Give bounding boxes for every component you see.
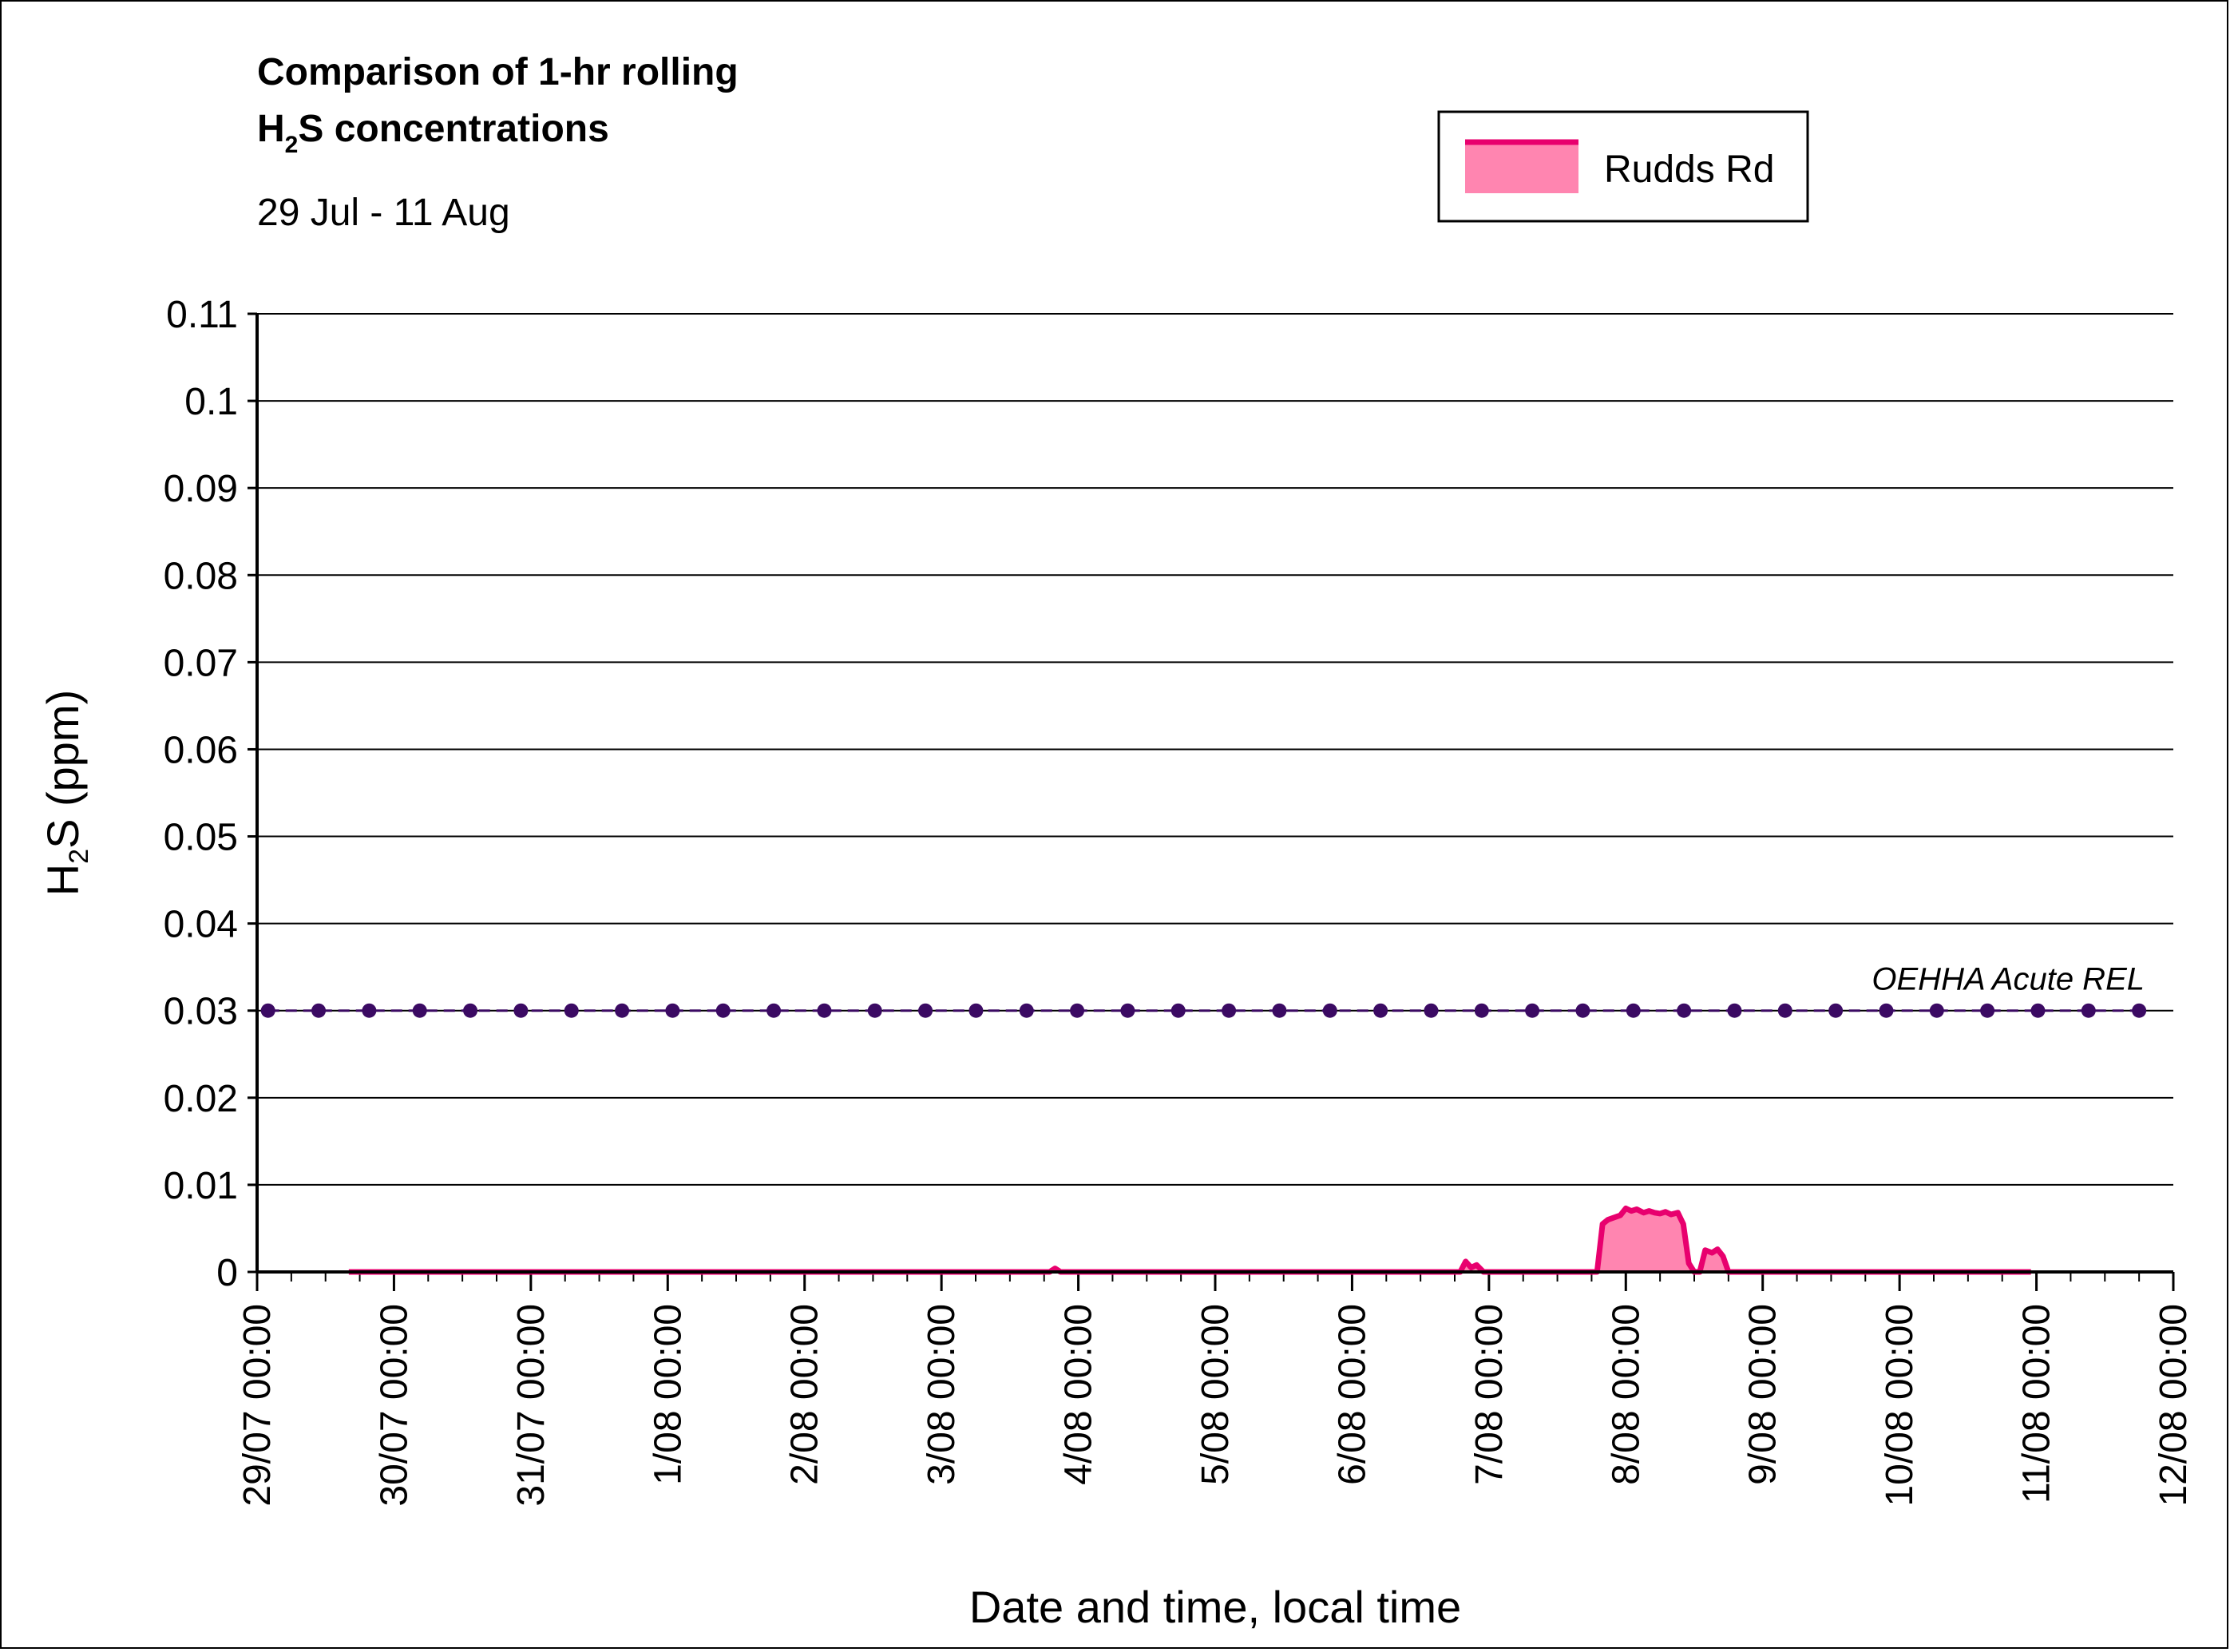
y-tick-label: 0.06: [164, 729, 238, 771]
reference-marker: [1778, 1004, 1792, 1018]
reference-marker: [311, 1004, 326, 1018]
x-tick-label: 3/08 00:00: [921, 1304, 963, 1485]
reference-marker: [1475, 1004, 1489, 1018]
reference-marker: [817, 1004, 831, 1018]
reference-marker: [1424, 1004, 1438, 1018]
chart-title-line2: H2S concentrations: [257, 108, 609, 158]
y-tick-label: 0.09: [164, 468, 238, 510]
reference-marker: [413, 1004, 427, 1018]
reference-line-label: OEHHA Acute REL: [1872, 962, 2145, 997]
x-tick-label: 9/08 00:00: [1742, 1304, 1784, 1485]
reference-marker: [1980, 1004, 1994, 1018]
reference-marker: [665, 1004, 679, 1018]
y-tick-label: 0.08: [164, 555, 238, 597]
x-tick-label: 7/08 00:00: [1468, 1304, 1511, 1485]
reference-marker: [2030, 1004, 2045, 1018]
y-tick-label: 0.07: [164, 642, 238, 684]
y-tick-label: 0.1: [184, 381, 238, 423]
x-tick-label: 5/08 00:00: [1194, 1304, 1237, 1485]
reference-marker: [1171, 1004, 1186, 1018]
reference-marker: [1575, 1004, 1590, 1018]
x-tick-labels: 29/07 00:00 30/07 00:00 31/07 00:00 1/08 00…: [236, 1304, 2195, 1507]
reference-marker: [1879, 1004, 1893, 1018]
reference-marker: [1373, 1004, 1388, 1018]
x-tick-label: 4/08 00:00: [1058, 1304, 1100, 1485]
y-tick-label: 0.01: [164, 1165, 238, 1207]
legend-swatch: [1465, 144, 1578, 193]
y-tick-label: 0.02: [164, 1078, 238, 1120]
reference-marker: [261, 1004, 275, 1018]
reference-marker: [868, 1004, 882, 1018]
reference-marker: [1120, 1004, 1135, 1018]
y-tick-label: 0.03: [164, 991, 238, 1033]
reference-marker: [766, 1004, 781, 1018]
series-area-fill-rudds-rd: [349, 1208, 2031, 1272]
y-tick-label: 0.05: [164, 817, 238, 859]
reference-marker: [1525, 1004, 1539, 1018]
x-ticks: [257, 1272, 2173, 1291]
y-tick-label: 0.11: [166, 294, 238, 336]
y-tick-labels: 0 0.01 0.02 0.03 0.04 0.05 0.06 0.07 0.08 0.09 0.1…: [164, 294, 238, 1294]
x-tick-label: 29/07 00:00: [236, 1304, 279, 1507]
chart-subtitle: 29 Jul - 11 Aug: [257, 192, 510, 234]
reference-marker: [1070, 1004, 1084, 1018]
reference-marker: [1323, 1004, 1337, 1018]
x-axis-label: Date and time, local time: [969, 1582, 1461, 1632]
chart-title-line1: Comparison of 1-hr rolling: [257, 51, 739, 93]
reference-marker: [2081, 1004, 2096, 1018]
reference-marker: [615, 1004, 629, 1018]
y-tick-label: 0: [216, 1252, 238, 1294]
x-tick-label: 8/08 00:00: [1605, 1304, 1647, 1485]
x-tick-label: 30/07 00:00: [373, 1304, 415, 1507]
x-tick-label: 12/08 00:00: [2153, 1304, 2195, 1507]
legend-label-rudds-rd: Rudds Rd: [1604, 149, 1774, 191]
reference-marker: [716, 1004, 731, 1018]
x-tick-label: 31/07 00:00: [510, 1304, 553, 1507]
legend: Rudds Rd: [1439, 112, 1808, 221]
x-tick-label: 2/08 00:00: [784, 1304, 826, 1485]
reference-line-group: OEHHA Acute REL: [261, 962, 2146, 1018]
reference-marker: [2132, 1004, 2146, 1018]
x-tick-label: 10/08 00:00: [1879, 1304, 1921, 1507]
reference-marker: [1930, 1004, 1944, 1018]
reference-marker: [968, 1004, 983, 1018]
x-tick-label: 11/08 00:00: [2016, 1304, 2058, 1503]
reference-marker: [362, 1004, 376, 1018]
series-area: [349, 1208, 2031, 1272]
x-tick-label: 6/08 00:00: [1331, 1304, 1373, 1485]
reference-marker: [1828, 1004, 1843, 1018]
series-line-rudds-rd: [349, 1208, 2031, 1272]
reference-marker: [513, 1004, 528, 1018]
y-tick-label: 0.04: [164, 904, 238, 946]
reference-marker: [1222, 1004, 1236, 1018]
reference-marker: [463, 1004, 477, 1018]
x-tick-label: 1/08 00:00: [647, 1304, 689, 1485]
reference-marker: [918, 1004, 933, 1018]
y-axis-label: H2S (ppm): [38, 690, 94, 897]
gridlines: [248, 314, 2173, 1272]
reference-marker: [564, 1004, 579, 1018]
reference-marker: [1626, 1004, 1641, 1018]
reference-marker: [1727, 1004, 1741, 1018]
reference-marker: [1020, 1004, 1034, 1018]
reference-marker: [1677, 1004, 1691, 1018]
reference-marker: [1272, 1004, 1286, 1018]
